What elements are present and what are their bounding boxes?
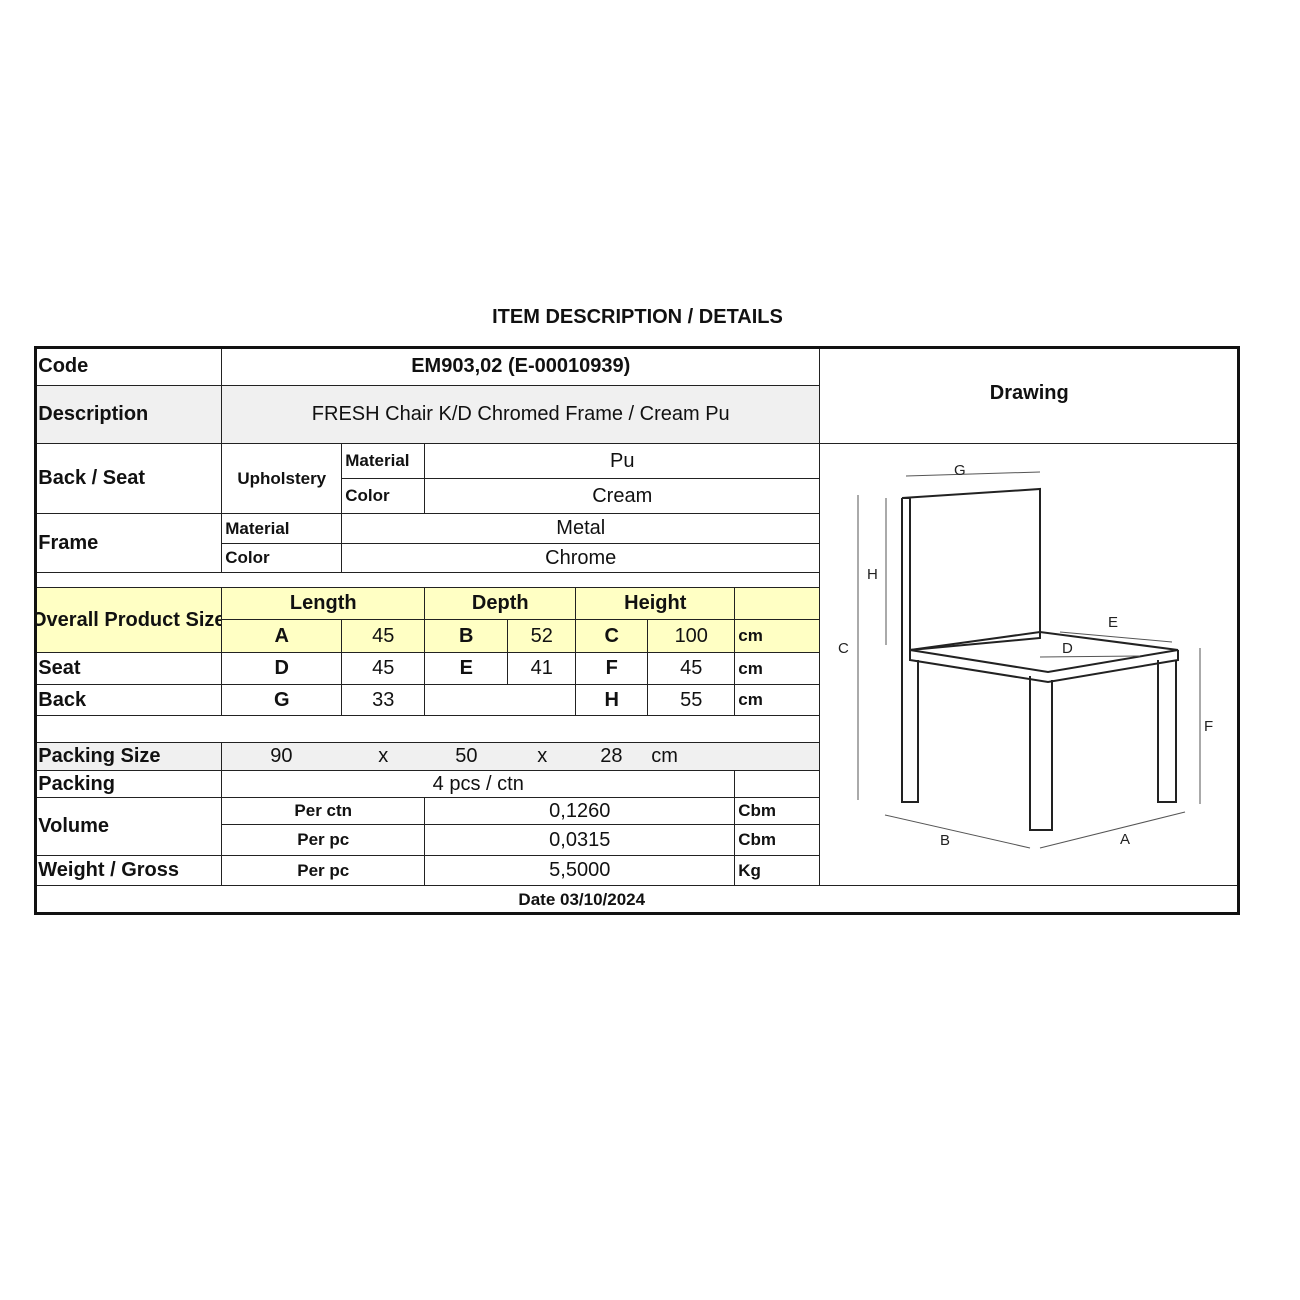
volume-label: Volume bbox=[34, 797, 223, 857]
weight-label: Weight / Gross bbox=[34, 855, 223, 887]
volume-per-pc-unit: Cbm bbox=[734, 824, 821, 857]
volume-per-ctn: 0,1260 bbox=[424, 797, 736, 826]
upholstery-label: Upholstery bbox=[221, 443, 343, 515]
seat-label: Seat bbox=[34, 652, 223, 686]
frame-color: Chrome bbox=[341, 543, 821, 574]
weight-per-pc-label: Per pc bbox=[221, 855, 426, 887]
spacer-row bbox=[34, 572, 821, 589]
packing-length: 90 bbox=[270, 745, 293, 768]
dim-label-e: E bbox=[1108, 614, 1118, 631]
volume-per-ctn-label: Per ctn bbox=[221, 797, 426, 826]
dim-letter: D bbox=[221, 652, 343, 686]
dim-value: 100 bbox=[647, 619, 736, 654]
code-value: EM903,02 (E-00010939) bbox=[221, 346, 821, 387]
dim-letter: B bbox=[424, 619, 509, 654]
dim-value: 45 bbox=[341, 652, 426, 686]
page-title: ITEM DESCRIPTION / DETAILS bbox=[492, 306, 783, 328]
volume-per-pc-label: Per pc bbox=[221, 824, 426, 857]
dim-value: 41 bbox=[507, 652, 577, 686]
back-seat-label: Back / Seat bbox=[34, 443, 223, 515]
volume-per-ctn-unit: Cbm bbox=[734, 797, 821, 826]
packing-unit: cm bbox=[651, 745, 678, 768]
dim-label-d: D bbox=[1062, 640, 1073, 657]
dim-value: 33 bbox=[341, 684, 426, 717]
chair-backrest bbox=[901, 487, 1041, 803]
blank-cell bbox=[424, 684, 577, 717]
blank-cell bbox=[734, 770, 821, 799]
frame-material: Metal bbox=[341, 513, 821, 545]
dim-label-g: G bbox=[954, 462, 966, 479]
frame-material-label: Material bbox=[221, 513, 343, 545]
packing-label: Packing bbox=[34, 770, 223, 799]
back-label: Back bbox=[34, 684, 223, 717]
dim-value: 55 bbox=[647, 684, 736, 717]
overall-size-label: Overall Product Size bbox=[34, 587, 223, 654]
description-label: Description bbox=[34, 385, 223, 445]
packing-width: 50 bbox=[455, 745, 478, 768]
dim-unit: cm bbox=[734, 652, 821, 686]
date-label: Date 03/10/2024 bbox=[34, 885, 1240, 915]
spacer-row bbox=[34, 715, 821, 744]
dim-label-h: H bbox=[867, 566, 878, 583]
description-value: FRESH Chair K/D Chromed Frame / Cream Pu bbox=[221, 385, 821, 445]
dim-unit: cm bbox=[734, 619, 821, 654]
dim-letter: C bbox=[575, 619, 649, 654]
code-label: Code bbox=[34, 346, 223, 387]
length-header: Length bbox=[221, 587, 426, 621]
chair-leg-back bbox=[901, 660, 919, 803]
back-seat-material-label: Material bbox=[341, 443, 426, 480]
packing-size-value: 90 x 50 x 28 cm bbox=[221, 742, 821, 772]
chair-drawing: G H C E D F B A bbox=[838, 462, 1213, 849]
height-header: Height bbox=[575, 587, 736, 621]
chair-leg-right bbox=[1157, 660, 1177, 803]
dim-letter: H bbox=[575, 684, 649, 717]
blank-header bbox=[734, 587, 821, 621]
frame-color-label: Color bbox=[221, 543, 343, 574]
dim-label-a: A bbox=[1120, 831, 1130, 848]
dim-letter: A bbox=[221, 619, 343, 654]
dim-unit: cm bbox=[734, 684, 821, 717]
dim-label-c: C bbox=[838, 640, 849, 657]
chair-seat bbox=[909, 630, 1179, 684]
packing-value: 4 pcs / ctn bbox=[221, 770, 736, 799]
packing-x: x bbox=[378, 745, 389, 768]
dim-value: 52 bbox=[507, 619, 577, 654]
back-seat-color-label: Color bbox=[341, 478, 426, 515]
dim-letter: E bbox=[424, 652, 509, 686]
packing-size-label: Packing Size bbox=[34, 742, 223, 772]
dim-letter: F bbox=[575, 652, 649, 686]
weight-value: 5,5000 bbox=[424, 855, 736, 887]
packing-height: 28 bbox=[600, 745, 623, 768]
dim-value: 45 bbox=[647, 652, 736, 686]
frame-label: Frame bbox=[34, 513, 223, 574]
packing-x: x bbox=[537, 745, 548, 768]
back-seat-material: Pu bbox=[424, 443, 821, 480]
drawing-header: Drawing bbox=[819, 346, 1240, 445]
chair-leg-front bbox=[1029, 676, 1053, 831]
back-seat-color: Cream bbox=[424, 478, 821, 515]
depth-header: Depth bbox=[424, 587, 577, 621]
weight-unit: Kg bbox=[734, 855, 821, 887]
dim-letter: G bbox=[221, 684, 343, 717]
dim-label-b: B bbox=[940, 832, 950, 849]
dim-label-f: F bbox=[1204, 718, 1213, 735]
volume-per-pc: 0,0315 bbox=[424, 824, 736, 857]
dim-value: 45 bbox=[341, 619, 426, 654]
